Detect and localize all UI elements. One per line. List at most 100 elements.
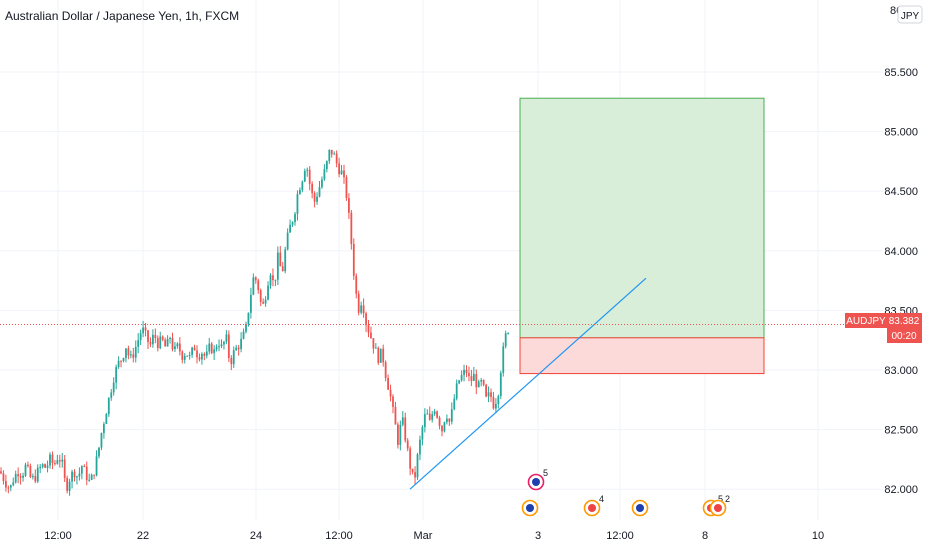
x-tick-label: 24 [250,530,262,542]
candle-body [446,418,448,423]
candle-body [223,341,225,345]
candle-body [345,177,348,199]
candle-body [232,350,235,365]
flag-jp-icon [714,504,722,512]
y-tick-label: 85.000 [884,127,918,139]
candle-body [230,357,233,365]
candle-body [423,414,426,428]
candle-body [279,252,282,267]
candle-body [308,169,311,184]
candle-body [443,422,446,432]
candle-body [357,293,360,313]
candle-body [19,476,22,478]
candle-body [472,373,475,381]
candle-body [205,351,208,356]
candle-body [127,348,130,356]
candle-body [27,464,29,466]
candle-body [250,294,252,313]
candle-body [382,348,385,363]
candle-body [178,343,181,352]
candle-body [482,380,485,385]
x-tick-label: 8 [702,530,708,542]
candle-body [191,347,193,355]
candle-body [338,163,340,175]
candle-body [323,169,326,180]
profit-target-zone[interactable] [519,97,765,339]
candle-body [0,471,2,474]
candle-body [262,301,265,304]
candle-body [46,465,49,468]
candle-body [487,392,490,397]
candle-body [142,327,144,334]
candle-body [129,354,132,356]
candle-body [215,346,218,350]
candle-body [504,333,507,347]
candle-body [227,334,230,358]
candle-body [5,480,7,488]
price-tag [887,313,922,343]
candle-body [240,338,242,350]
flag-jp-icon [588,504,596,512]
candle-body [316,196,318,202]
candle-body [340,170,343,175]
candle-body [318,187,321,197]
candle-body [414,472,416,478]
candle-body [164,339,167,347]
candle-body [68,481,71,491]
candle-body [453,398,456,410]
candle-body [428,413,431,420]
candle-body [468,373,470,377]
x-tick-label: 12:00 [606,530,634,542]
candle-body [245,324,247,332]
candle-body [267,285,269,300]
candle-body [463,369,465,376]
flag-au-icon [526,504,534,512]
candle-body [404,417,407,441]
x-tick-label: 12:00 [44,530,72,542]
chart-title: Australian Dollar / Japanese Yen, 1h, FX… [5,9,239,23]
candle-body [117,360,120,367]
candle-body [264,299,267,304]
candle-body [286,232,289,250]
candle-body [34,476,37,482]
candle-body [313,193,316,202]
candle-body [259,290,262,302]
candle-body [299,189,301,195]
candle-body [213,349,216,354]
candle-body [120,360,122,362]
currency-badge-label: JPY [901,11,920,22]
candle-body [377,347,380,363]
candle-body [208,343,211,352]
stop-loss-zone[interactable] [519,337,765,375]
candle-body [431,414,434,420]
candle-body [455,383,458,399]
currency-badge[interactable] [897,5,923,24]
candle-body [78,473,81,477]
symbol-tag-label: AUDJPY [846,316,886,327]
candle-body [122,358,125,362]
candle-body [343,170,345,178]
candle-body [112,382,115,393]
candle-body [58,460,61,462]
candle-body [328,149,331,162]
candle-body [12,482,15,486]
candle-body [289,224,291,233]
candle-body [306,169,309,171]
candle-body [220,344,223,347]
x-tick-label: 12:00 [325,530,353,542]
event-count: 2 [725,494,730,504]
candle-body [365,313,367,326]
candle-body [360,305,363,313]
trendline[interactable] [409,277,647,490]
flag-au-icon [636,504,644,512]
candle-body [321,179,323,188]
candle-body [171,338,174,350]
candle-body [193,347,196,351]
candle-body [73,471,76,478]
candle-body [41,464,44,467]
candle-body [203,353,206,356]
candle-body [105,414,108,425]
candle-body [7,487,10,489]
